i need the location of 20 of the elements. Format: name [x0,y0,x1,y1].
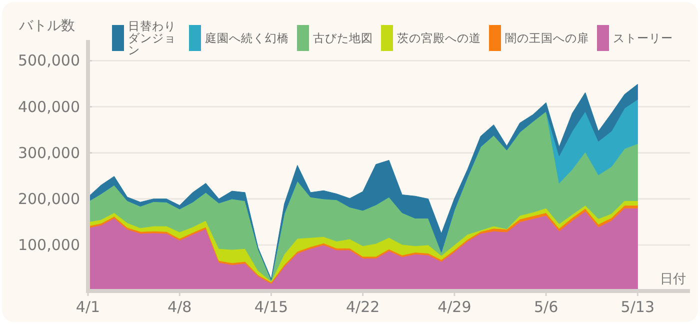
x-axis-title: 日付 [660,272,686,287]
legend-label: 日替わりダンジョン [128,19,177,57]
legend-label: 茨の宮殿への道 [396,31,481,45]
x-tick-label: 4/22 [346,298,380,316]
legend-label: ストーリー [612,31,673,45]
x-tick-label: 5/13 [620,298,654,316]
x-tick-label: 4/1 [76,298,100,316]
x-tick-label: 4/29 [438,298,472,316]
legend-label: 闇の王国への扉 [504,31,589,45]
y-tick-label: 500,000 [18,52,80,70]
y-tick-label: 400,000 [18,98,80,116]
legend-label: 庭園へ続く幻橋 [204,31,289,45]
x-tick-label: 4/15 [254,298,288,316]
y-tick-label: 300,000 [18,144,80,162]
legend-label: 古びた地図 [312,31,373,45]
y-tick-label: 200,000 [18,190,80,208]
y-axis-title: バトル数 [18,18,75,34]
x-tick-label: 4/8 [168,298,192,316]
y-tick-label: 100,000 [18,236,80,254]
x-tick-label: 5/6 [534,298,558,316]
